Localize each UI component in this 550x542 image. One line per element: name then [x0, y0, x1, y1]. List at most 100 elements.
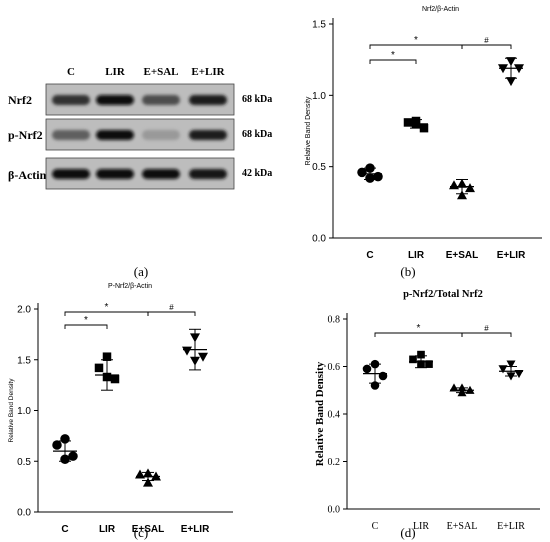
data-point [449, 383, 459, 392]
significance-marker: * [414, 35, 418, 46]
data-point [506, 77, 516, 87]
blot-label-nrf2: Nrf2 [8, 93, 32, 107]
blot-band [96, 95, 134, 105]
blot-column-c: C [67, 66, 75, 78]
significance-marker: # [484, 36, 489, 45]
blot-band [52, 95, 90, 105]
y-tick-label: 0.5 [312, 162, 326, 173]
y-axis-label: Relative Band Density [305, 96, 312, 165]
y-tick-label: 0.0 [17, 508, 31, 519]
blot-band [189, 130, 227, 140]
panel-label-c: (c) [134, 525, 148, 540]
y-tick-label: 0.5 [17, 457, 31, 468]
data-point [403, 118, 413, 127]
panel-label-a: (a) [134, 264, 148, 279]
blot-kda-beta-actin: 42 kDa [242, 168, 272, 179]
data-point [457, 190, 467, 200]
significance-marker: * [105, 302, 109, 313]
data-point [357, 167, 367, 178]
y-tick-label: 1.5 [312, 20, 326, 31]
blot-band [142, 130, 180, 140]
data-point [182, 346, 192, 356]
data-point [409, 355, 417, 364]
data-point [135, 469, 145, 479]
significance-marker: * [84, 315, 88, 326]
data-point [378, 371, 388, 381]
data-point [52, 440, 62, 450]
chart-title: p-Nrf2/Total Nrf2 [403, 289, 483, 300]
blot-kda-p-nrf2: 68 kDa [242, 129, 272, 140]
y-tick-label: 0.2 [328, 457, 341, 468]
data-point [198, 352, 208, 362]
significance-marker: # [484, 324, 489, 333]
blot-band [52, 130, 90, 140]
x-category-label: LIR [413, 521, 429, 532]
chart-nrf2-beta-actin: Nrf2/β-Actin 0.0 0.5 1.0 1.5 Relative Band De… [305, 6, 542, 261]
blot-strips [45, 83, 235, 190]
x-category-label: C [61, 524, 68, 535]
significance-marker: * [417, 323, 421, 334]
blot-label-p-nrf2: p-Nrf2 [8, 128, 43, 142]
y-tick-label: 0.6 [328, 362, 341, 373]
blot-band [142, 95, 180, 105]
blot-band [52, 169, 90, 179]
x-category-label: LIR [99, 524, 116, 535]
data-point [68, 451, 78, 461]
x-category-label: E+SAL [447, 521, 478, 532]
blot-kda-nrf2: 68 kDa [242, 94, 272, 105]
data-point [506, 360, 516, 369]
significance-marker: # [169, 303, 174, 312]
blot-column-esal: E+SAL [143, 66, 178, 78]
data-point [498, 365, 508, 374]
y-axis-label: Relative Band Density [8, 378, 15, 443]
y-tick-label: 1.5 [17, 355, 31, 366]
data-point [514, 370, 524, 379]
x-category-label: E+SAL [132, 524, 165, 535]
y-tick-label: 0.0 [328, 505, 341, 516]
y-axis-label: Relative Band Density [314, 361, 326, 466]
blot-band [96, 130, 134, 140]
x-category-label: E+SAL [446, 250, 479, 261]
chart-title: Nrf2/β-Actin [422, 6, 459, 13]
x-category-label: C [372, 521, 379, 532]
blot-label-beta-actin: β-Actin [8, 168, 47, 182]
panel-label-d: (d) [400, 525, 415, 540]
x-category-label: E+LIR [181, 524, 210, 535]
significance-bracket [64, 324, 108, 329]
data-point [110, 374, 120, 384]
y-tick-label: 2.0 [17, 305, 31, 316]
blot-column-elir: E+LIR [191, 66, 225, 78]
significance-bracket [147, 311, 196, 316]
y-tick-label: 0.8 [328, 315, 341, 326]
data-point [417, 350, 425, 359]
blot-band [96, 169, 134, 179]
data-point [419, 123, 429, 133]
data-point [425, 360, 433, 368]
x-category-label: E+LIR [497, 250, 526, 261]
x-category-label: LIR [408, 250, 425, 261]
chart-p-nrf2-total-nrf2: p-Nrf2/Total Nrf2 0.0 0.2 0.4 0.6 0.8 Relative… [314, 289, 540, 532]
western-blot-panel: C LIR E+SAL E+LIR Nrf2 p-Nrf2 β-Actin 68… [8, 66, 272, 190]
data-point [102, 352, 112, 361]
significance-bracket [369, 59, 417, 64]
significance-marker: * [391, 50, 395, 61]
data-point [449, 180, 459, 190]
data-point [465, 183, 475, 193]
data-point [94, 363, 104, 373]
chart-title: P-Nrf2/β-Actin [108, 283, 152, 290]
y-tick-label: 0.0 [312, 234, 326, 245]
x-category-label: E+LIR [497, 521, 525, 532]
x-category-label: C [366, 250, 373, 261]
blot-column-lir: LIR [105, 66, 126, 78]
blot-band [189, 95, 227, 105]
panel-label-b: (b) [400, 264, 415, 279]
y-tick-label: 0.4 [328, 410, 341, 421]
blot-band [189, 169, 227, 179]
data-point [362, 364, 372, 374]
chart-p-nrf2-beta-actin: P-Nrf2/β-Actin 0.0 0.5 1.0 1.5 2.0 Relative Ba… [8, 283, 233, 535]
y-tick-label: 1.0 [312, 91, 326, 102]
blot-band [142, 169, 180, 179]
significance-bracket [461, 332, 512, 337]
data-point [143, 477, 153, 487]
